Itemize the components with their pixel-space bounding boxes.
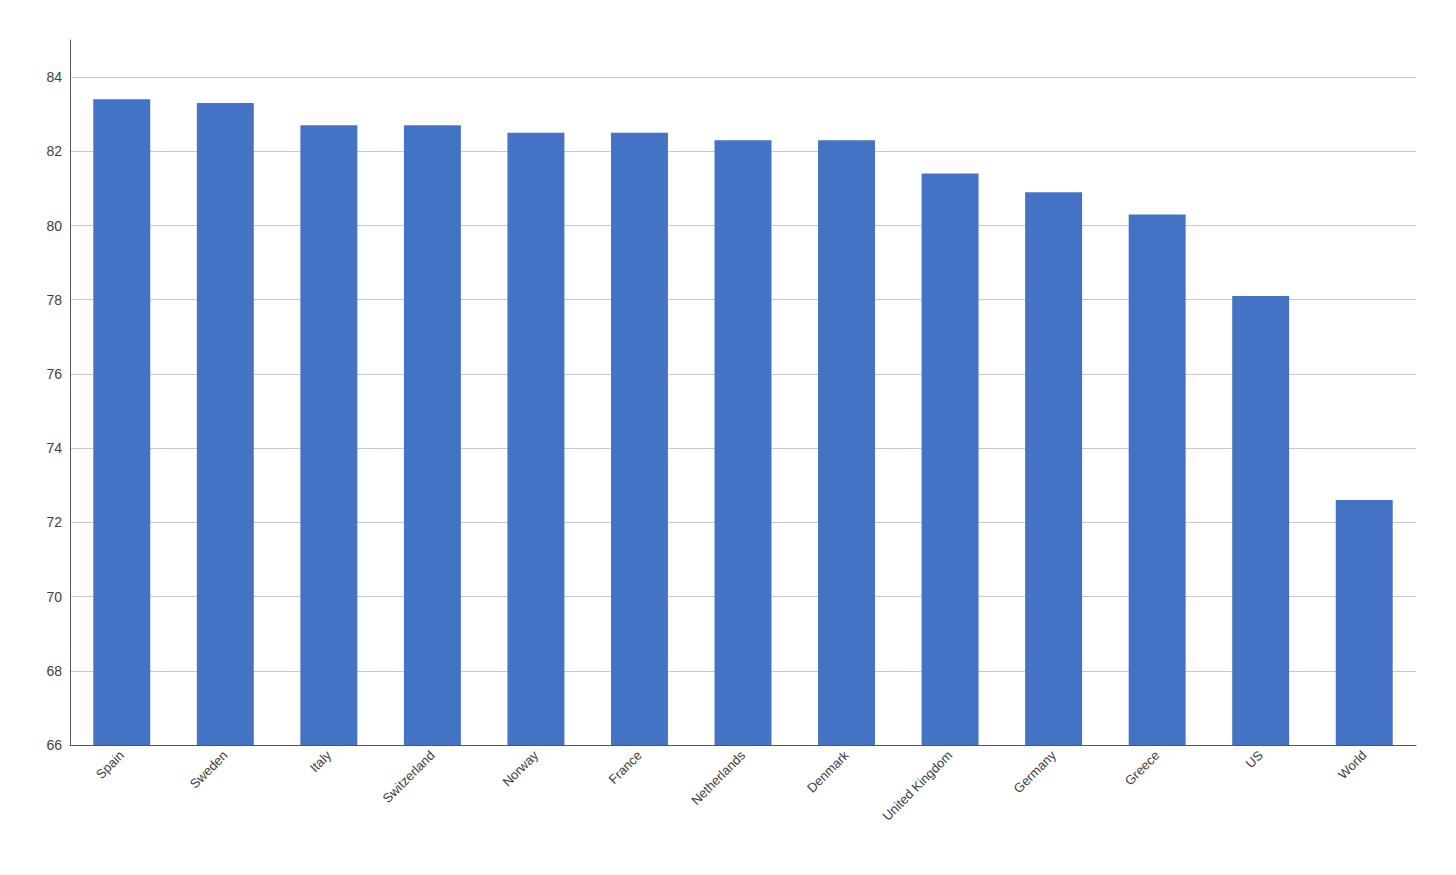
svg-text:Greece: Greece [1122,748,1163,789]
svg-text:70: 70 [46,589,62,605]
svg-text:84: 84 [46,69,62,85]
svg-text:Germany: Germany [1011,747,1060,796]
svg-text:Sweden: Sweden [187,748,231,792]
svg-text:80: 80 [46,218,62,234]
svg-text:United Kingdom: United Kingdom [879,748,955,824]
svg-text:Spain: Spain [93,748,127,782]
svg-text:72: 72 [46,514,62,530]
svg-text:Italy: Italy [307,747,335,775]
svg-text:76: 76 [46,366,62,382]
svg-text:68: 68 [46,663,62,679]
svg-text:82: 82 [46,143,62,159]
svg-text:78: 78 [46,292,62,308]
svg-text:World: World [1335,748,1369,782]
svg-text:Switzerland: Switzerland [380,748,438,806]
svg-text:74: 74 [46,440,62,456]
svg-text:66: 66 [46,737,62,753]
svg-text:Netherlands: Netherlands [688,747,748,807]
svg-text:US: US [1243,747,1267,771]
svg-text:Norway: Norway [499,747,541,789]
svg-text:France: France [606,748,645,787]
svg-text:Denmark: Denmark [804,747,852,795]
